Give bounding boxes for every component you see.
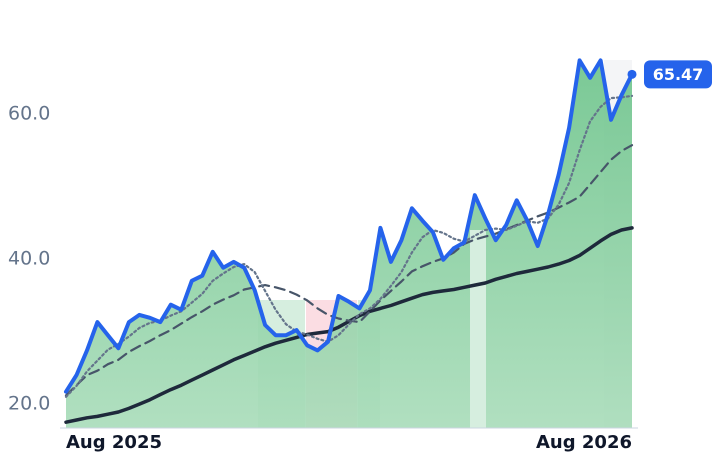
value-label: 65.47 [653,65,704,84]
lines [64,58,634,424]
x-tick-label: Aug 2025 [66,432,162,453]
y-tick-label: 40.0 [8,248,50,270]
moving-average-line [64,144,634,397]
area-layer [66,60,632,429]
price-area [66,60,632,429]
moving-average-line [64,94,634,398]
price-line [64,58,634,394]
regime-band [470,230,486,428]
labels: 20.0 40.0 60.0 Aug 2025 Aug 2026 65.47 [8,60,712,453]
y-tick-label: 60.0 [8,103,50,125]
x-tick-label: Aug 2026 [536,432,632,453]
last-point [627,69,637,79]
value-badge [644,60,712,89]
y-tick-label: 20.0 [8,393,50,415]
